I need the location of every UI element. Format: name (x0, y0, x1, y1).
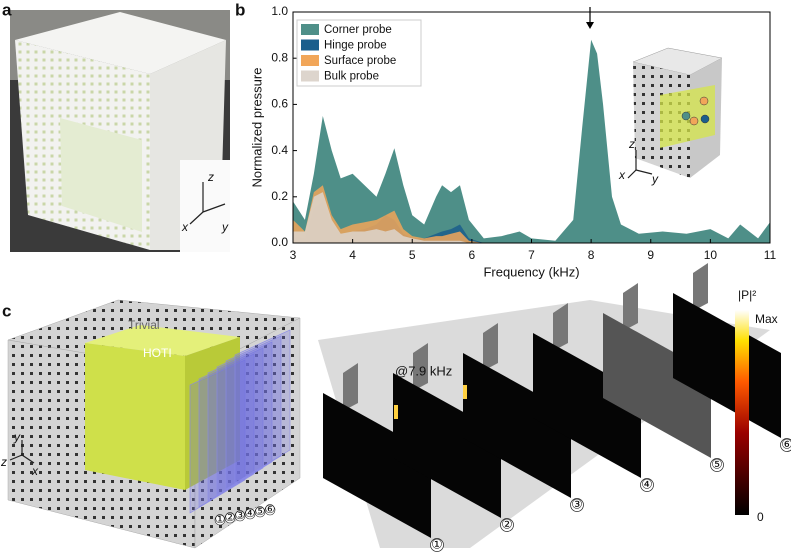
axis-label: z (0, 455, 7, 469)
tab (483, 323, 498, 371)
area (293, 39, 770, 243)
tab (553, 303, 568, 351)
field-map (533, 333, 641, 478)
slice-label: ③ (235, 508, 246, 522)
legend-swatch (301, 70, 319, 82)
panel-label: ① (431, 536, 443, 551)
x-tick-label: 7 (528, 248, 535, 262)
slice-label: ⑥ (265, 502, 276, 516)
slice-marker (254, 506, 266, 518)
legend-label: Bulk probe (324, 71, 379, 83)
panel-marker (710, 458, 724, 472)
cube (7, 299, 301, 549)
slice-label: ② (225, 510, 236, 524)
x-tick-label: 3 (290, 248, 297, 262)
colorbar-min: 0 (757, 510, 764, 524)
y-tick-label: 0.8 (271, 50, 288, 64)
axis-label: z (207, 170, 214, 184)
slice (234, 329, 291, 484)
field-map (323, 393, 431, 538)
hotspot (463, 385, 467, 399)
panel-label: a (2, 0, 12, 19)
y-tick-label: 0.4 (271, 143, 288, 157)
axis-label: y (651, 172, 659, 186)
panel-marker (780, 438, 791, 452)
slice-label: ④ (245, 506, 256, 520)
slice (225, 335, 282, 490)
legend-label: Surface probe (324, 55, 396, 67)
axis-label: x (31, 464, 39, 478)
slice-marker (244, 508, 256, 520)
legend-label: Corner probe (324, 24, 392, 36)
arrow (586, 7, 594, 29)
legend-swatch (301, 39, 319, 51)
plot: 3 4 5 6 7 8 9 10 11 0.0 0.2 0.4 0.6 0.8 1.0 Frequency (… (249, 4, 776, 279)
axis-label: x (181, 220, 189, 234)
slice (189, 359, 246, 514)
panel-label: ② (501, 516, 513, 531)
photo (10, 10, 230, 252)
panel-marker (640, 478, 654, 492)
y-tick-label: 0.6 (271, 97, 288, 111)
x-tick-label: 9 (647, 248, 654, 262)
hotspot (394, 405, 398, 419)
panel-marker (500, 518, 514, 532)
y-tick-label: 0.2 (271, 189, 288, 203)
slice-marker (264, 504, 276, 516)
slice-label: ⑤ (255, 504, 266, 518)
legend-swatch (301, 24, 319, 35)
slice-marker (234, 510, 246, 522)
slice (216, 341, 273, 496)
slice-marker (214, 514, 226, 526)
panel-label: ④ (641, 476, 653, 491)
panel-label: c (2, 301, 11, 320)
x-tick-label: 10 (704, 248, 718, 262)
slice-label: ① (215, 512, 226, 526)
colorbar-title: |P|² (738, 288, 756, 302)
panel-label: ⑥ (781, 436, 791, 451)
slice-marker (224, 512, 236, 524)
axis-label: y (221, 220, 229, 234)
legend-swatch (301, 55, 319, 66)
colorbar-max: Max (755, 312, 778, 326)
panel-label: ⑤ (711, 456, 723, 471)
x-tick-label: 5 (409, 248, 416, 262)
region-label: Trivial (128, 318, 160, 332)
x-tick-label: 8 (588, 248, 595, 262)
tab (343, 363, 358, 411)
colorbar (735, 310, 749, 515)
area (293, 192, 770, 243)
slice (207, 347, 264, 502)
field-map (603, 313, 711, 458)
y-tick-label: 1.0 (271, 4, 288, 18)
field-map (673, 293, 781, 438)
x-tick-label: 11 (764, 248, 777, 262)
axis-label: x (618, 168, 626, 182)
panel-label: ③ (571, 496, 583, 511)
field-maps: ① ② ③ ④ ⑤ ⑥ (323, 263, 791, 552)
tab (623, 283, 638, 331)
frequency-label: @7.9 kHz (395, 363, 452, 378)
x-tick-label: 6 (469, 248, 476, 262)
tab (413, 343, 428, 391)
x-axis-label: Frequency (kHz) (483, 264, 579, 279)
field-map (393, 373, 501, 518)
panel-marker (570, 498, 584, 512)
panel-label: b (235, 0, 245, 19)
legend-label: Hinge probe (324, 40, 387, 52)
axes (9, 440, 35, 464)
region-label: HOTI (143, 346, 172, 360)
axis-label: z (628, 137, 635, 151)
y-tick-label: 0.0 (271, 235, 288, 249)
slice (198, 353, 255, 508)
inset-cube (627, 47, 723, 179)
y-axis-label: Normalized pressure (249, 68, 264, 188)
field-map (463, 353, 571, 498)
axis-label: y (13, 430, 21, 444)
tab (693, 263, 708, 311)
x-tick-label: 4 (349, 248, 356, 262)
